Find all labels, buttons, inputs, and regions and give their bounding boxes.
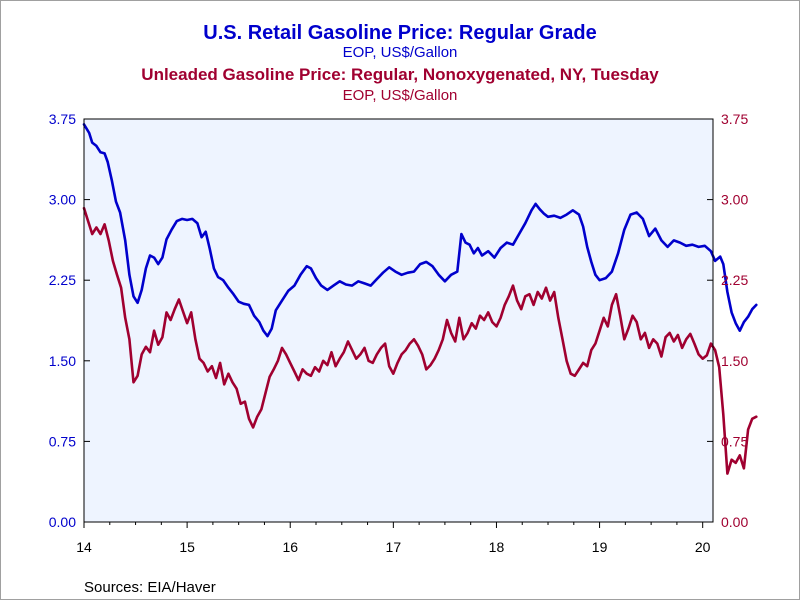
x-tick-label: 19 bbox=[592, 539, 608, 555]
series1-subtitle: EOP, US$/Gallon bbox=[343, 44, 458, 61]
y-left-tick-label: 0.00 bbox=[49, 514, 76, 530]
plot-border bbox=[83, 118, 714, 523]
series-line-ny-unleaded bbox=[82, 206, 758, 475]
axis-labels: 0.00 0.75 1.50 2.25 3.00 3.75 0.00 0.75 1.50 2.25… bbox=[49, 111, 749, 555]
y-right-tick-label: 0.75 bbox=[721, 433, 748, 449]
y-left-tick-label: 2.25 bbox=[49, 272, 76, 288]
y-right-tick-label: 3.00 bbox=[721, 192, 748, 208]
sources-note: Sources: EIA/Haver bbox=[84, 579, 216, 596]
y-left-tick-label: 1.50 bbox=[49, 353, 76, 369]
x-tick-label: 14 bbox=[76, 539, 92, 555]
x-tick-label: 16 bbox=[282, 539, 298, 555]
y-left-tick-label: 3.75 bbox=[49, 111, 76, 127]
y-right-tick-label: 3.75 bbox=[721, 111, 748, 127]
y-right-tick-label: 1.50 bbox=[721, 353, 748, 369]
y-left-tick-label: 0.75 bbox=[49, 433, 76, 449]
series2-title: Unleaded Gasoline Price: Regular, Nonoxy… bbox=[141, 65, 659, 84]
y-right-tick-label: 2.25 bbox=[721, 272, 748, 288]
series2-subtitle: EOP, US$/Gallon bbox=[343, 87, 458, 104]
series-lines bbox=[82, 123, 758, 475]
series1-title: U.S. Retail Gasoline Price: Regular Grad… bbox=[203, 22, 596, 44]
x-tick-label: 15 bbox=[179, 539, 195, 555]
y-right-tick-label: 0.00 bbox=[721, 514, 748, 530]
x-tick-label: 17 bbox=[386, 539, 402, 555]
plot-area bbox=[84, 119, 713, 522]
series-line-retail-gasoline bbox=[82, 123, 758, 338]
x-tick-label: 18 bbox=[489, 539, 505, 555]
y-left-tick-label: 3.00 bbox=[49, 192, 76, 208]
x-tick-label: 20 bbox=[695, 539, 711, 555]
